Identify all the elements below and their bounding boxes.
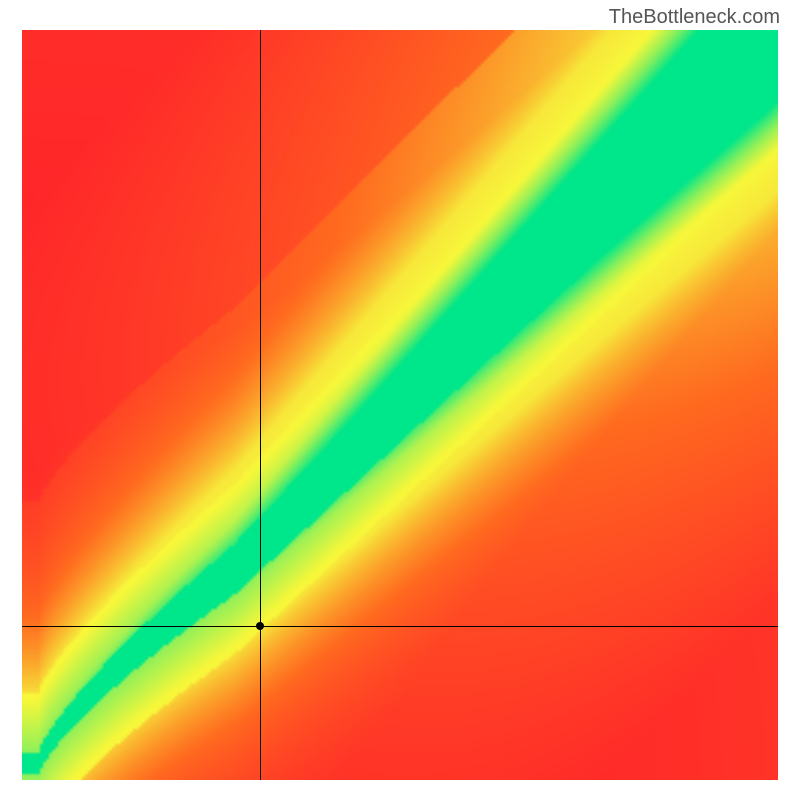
crosshair-marker-dot [256, 622, 264, 630]
watermark-text: TheBottleneck.com [609, 6, 780, 29]
heatmap-plot [22, 30, 778, 780]
crosshair-vertical [260, 30, 261, 780]
heatmap-canvas [22, 30, 778, 780]
crosshair-horizontal [22, 626, 778, 627]
